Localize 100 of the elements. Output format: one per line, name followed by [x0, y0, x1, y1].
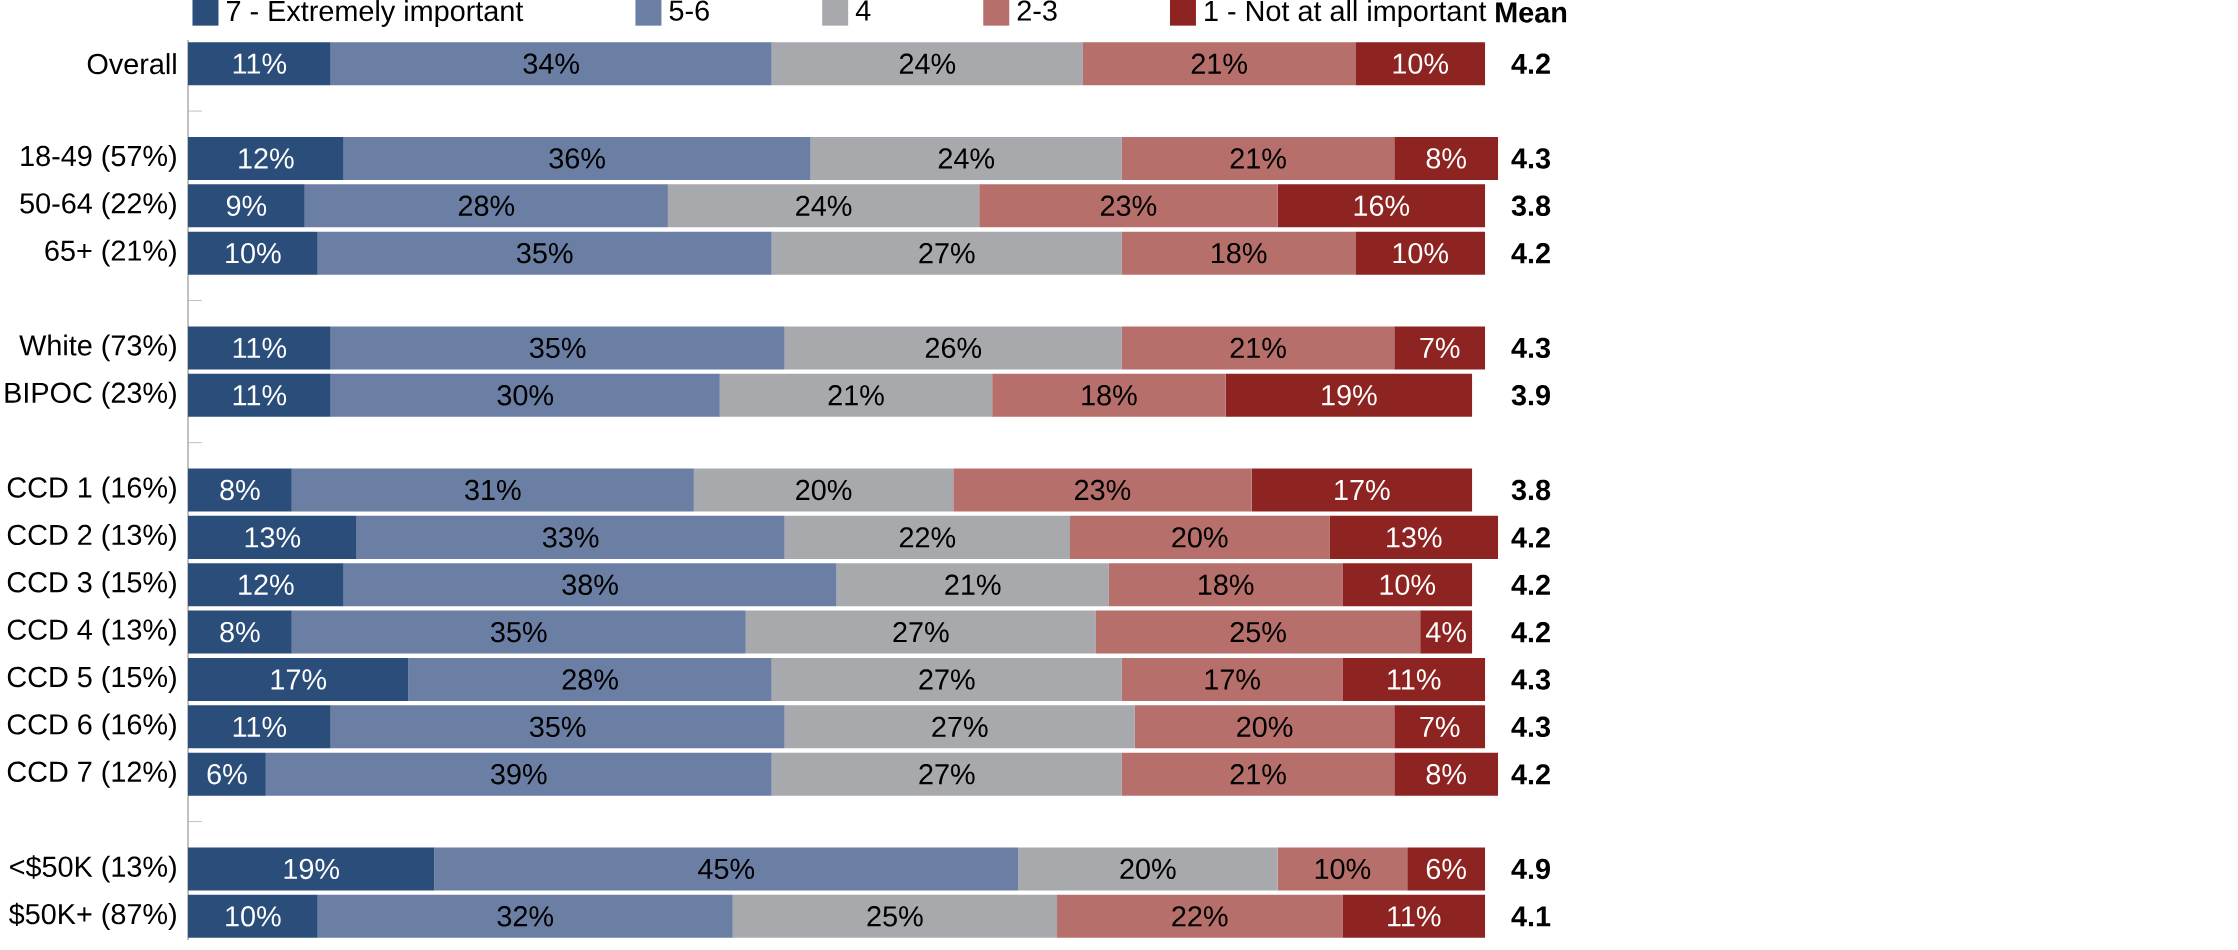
- data-label: 11%: [233, 53, 287, 74]
- bar: [188, 136, 344, 180]
- legend-label: 1 - Not at all important: [1205, 0, 1487, 27]
- bar: [992, 373, 1226, 417]
- bar: [771, 657, 1122, 701]
- data-label: 21%: [1191, 53, 1247, 74]
- data-label: 31%: [465, 479, 521, 501]
- data-label: 8%: [1426, 764, 1466, 785]
- data-label: 27%: [919, 243, 975, 264]
- bar: [1121, 136, 1395, 180]
- data-label: 13%: [245, 527, 301, 548]
- bar: [784, 326, 1122, 370]
- data-label: 25%: [1230, 621, 1286, 643]
- data-label: 24%: [899, 53, 956, 74]
- text: 4.2: [1511, 53, 1550, 74]
- data-label: 11%: [233, 337, 287, 358]
- data-label: 11%: [1388, 906, 1441, 927]
- data-label: 8%: [1426, 148, 1466, 169]
- text: 4.3: [1511, 669, 1551, 690]
- legend-label: 7 - Extremely important: [227, 0, 524, 27]
- y-tick-label: BIPOC (23%): [5, 381, 176, 409]
- bar: [1082, 42, 1356, 86]
- y-tick-label: CCD 2 (13%): [7, 523, 176, 551]
- bar: [1394, 705, 1486, 749]
- y-tick-label: CCD 7 (12%): [7, 760, 176, 788]
- y-tick-label: CCD 6 (16%): [7, 713, 176, 741]
- data-label: 23%: [1075, 479, 1131, 501]
- data-label: 27%: [932, 716, 988, 737]
- bar: [1070, 515, 1330, 559]
- bar: [745, 610, 1096, 654]
- data-label: 7%: [1420, 337, 1460, 358]
- bar: [953, 468, 1252, 512]
- data-label: 19%: [1322, 385, 1377, 406]
- data-label: 10%: [226, 906, 281, 927]
- bar: [317, 894, 733, 938]
- bar: [408, 657, 772, 701]
- bar: [836, 563, 1109, 607]
- text: 3.8: [1511, 195, 1551, 217]
- text: 4.2: [1511, 243, 1550, 264]
- data-label: 11%: [233, 385, 287, 406]
- bar: [979, 184, 1278, 228]
- data-label: 35%: [516, 242, 573, 264]
- data-label: 10%: [1393, 242, 1448, 264]
- bar: [188, 563, 344, 607]
- bar: [1134, 705, 1395, 749]
- data-label: 7%: [1420, 716, 1460, 737]
- bar: [188, 42, 331, 86]
- data-label: 24%: [796, 195, 852, 216]
- bar: [1121, 326, 1395, 370]
- data-label: 35%: [529, 716, 586, 738]
- data-label: 27%: [919, 764, 975, 785]
- bar: [1407, 847, 1486, 891]
- y-tick-label: CCD 5 (15%): [7, 666, 176, 693]
- y-tick-label: CCD 3 (15%): [7, 571, 176, 599]
- y-tick-label: CCD 1 (16%): [7, 476, 176, 504]
- data-label: 21%: [828, 385, 884, 406]
- bar: [693, 468, 954, 512]
- legend-label: 4: [855, 0, 871, 21]
- bar: [784, 515, 1070, 559]
- bar: [1355, 231, 1486, 275]
- bar: [1121, 752, 1395, 796]
- data-label: 18%: [1082, 385, 1137, 406]
- data-label: 28%: [562, 669, 618, 690]
- bar: [1342, 894, 1486, 938]
- legend-label: 2-3: [1017, 0, 1057, 21]
- y-tick-label: 50-64 (22%): [20, 192, 176, 220]
- data-label: 17%: [271, 669, 327, 690]
- data-label: 12%: [239, 574, 294, 595]
- y-tick-label: 18-49 (57%): [21, 144, 176, 172]
- data-label: 25%: [867, 906, 923, 927]
- data-label: 39%: [491, 764, 547, 785]
- text: 4.2: [1511, 527, 1550, 548]
- bar: [188, 657, 409, 701]
- text: 4.3: [1511, 148, 1551, 169]
- bar: [343, 136, 811, 180]
- bar: [1095, 610, 1421, 654]
- bar: [188, 847, 435, 891]
- data-label: 28%: [458, 195, 515, 216]
- data-label: 10%: [1315, 858, 1371, 880]
- data-label: 19%: [284, 858, 340, 880]
- data-label: 36%: [549, 148, 605, 169]
- bar: [667, 184, 980, 228]
- bar: [317, 231, 772, 275]
- bar: [719, 373, 993, 417]
- bar: [1121, 231, 1356, 275]
- data-label: 10%: [1380, 574, 1436, 595]
- bar: [784, 705, 1135, 749]
- data-label: 34%: [523, 53, 579, 74]
- bar: [188, 705, 331, 749]
- data-label: 10%: [1393, 53, 1448, 74]
- bar: [1394, 326, 1486, 370]
- data-label: 30%: [497, 385, 554, 406]
- text: 4.2: [1511, 622, 1550, 643]
- data-label: 17%: [1335, 479, 1390, 501]
- data-label: 38%: [562, 574, 618, 595]
- data-label: 21%: [1230, 337, 1286, 359]
- data-label: 21%: [1230, 764, 1286, 785]
- data-label: 18%: [1211, 242, 1267, 264]
- data-label: 12%: [239, 148, 294, 169]
- data-label: 23%: [1100, 195, 1157, 216]
